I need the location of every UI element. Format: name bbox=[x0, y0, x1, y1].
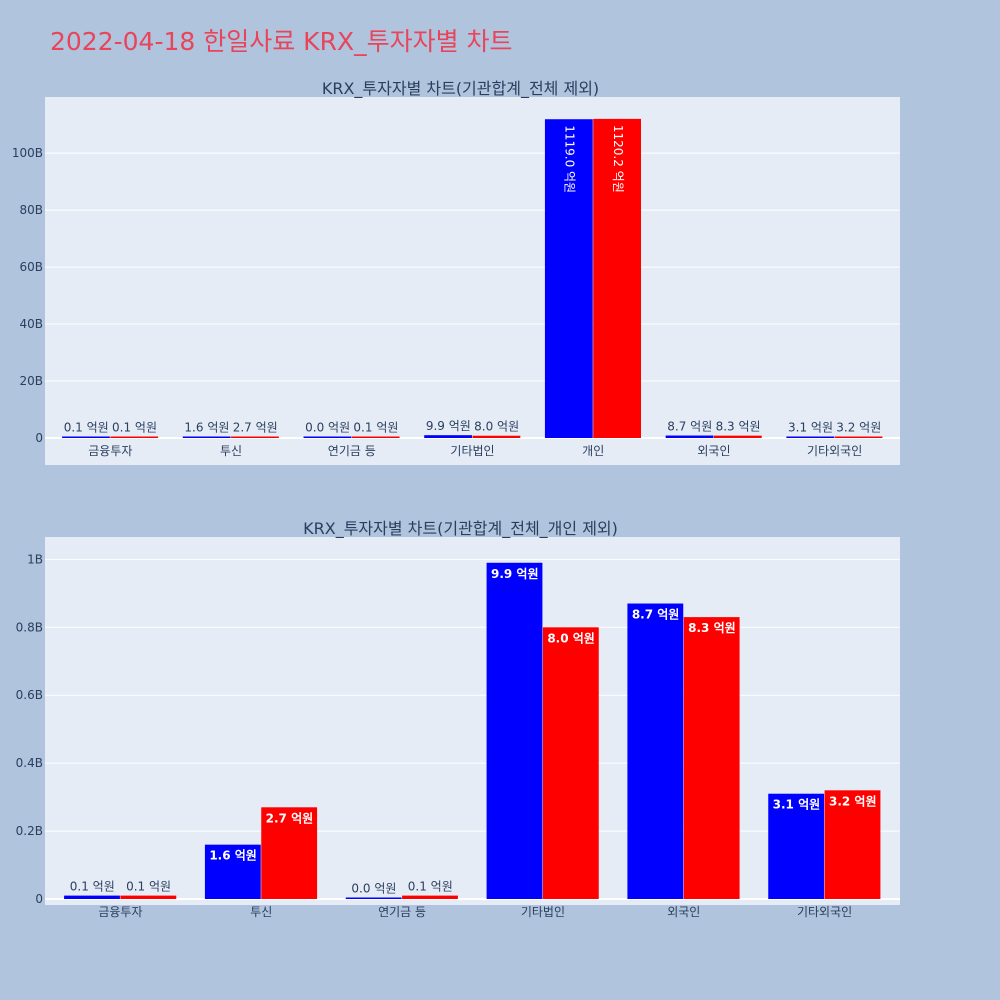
bar bbox=[62, 436, 110, 438]
y-tick-label: 100B bbox=[12, 146, 43, 160]
data-label: 0.1 억원 bbox=[112, 421, 157, 435]
data-label: 3.2 억원 bbox=[836, 421, 881, 435]
data-label: 9.9 억원 bbox=[426, 419, 471, 433]
bar bbox=[261, 807, 318, 899]
x-tick-label: 기타외국인 bbox=[797, 905, 852, 919]
y-tick-label: 20B bbox=[19, 374, 43, 388]
y-tick-label: 0.2B bbox=[16, 824, 43, 838]
bar bbox=[345, 897, 402, 899]
bar bbox=[472, 435, 521, 438]
y-tick-label: 40B bbox=[19, 317, 43, 331]
data-label: 0.1 억원 bbox=[408, 880, 453, 894]
bar bbox=[402, 895, 458, 899]
plot-area bbox=[45, 537, 900, 905]
data-label: 0.1 억원 bbox=[126, 880, 171, 894]
bar bbox=[204, 844, 261, 899]
y-tick-label: 60B bbox=[19, 260, 43, 274]
bar bbox=[120, 895, 177, 899]
data-label: 8.3 억원 bbox=[688, 621, 736, 635]
data-label: 8.0 억원 bbox=[474, 420, 519, 434]
bar bbox=[786, 436, 835, 438]
bar bbox=[351, 436, 400, 438]
bar bbox=[768, 793, 825, 899]
bar bbox=[64, 895, 120, 899]
bar bbox=[593, 118, 641, 438]
data-label: 8.7 억원 bbox=[667, 420, 712, 434]
bar bbox=[544, 119, 593, 439]
x-tick-label: 기타법인 bbox=[521, 905, 565, 919]
chart-investor-all: KRX_투자자별 차트(기관합계_전체 제외) 0 20B 40B 60B 80B 100B… bbox=[12, 79, 900, 465]
data-label: 8.3 억원 bbox=[716, 420, 761, 434]
page-title: 2022-04-18 한일사료 KRX_투자자별 차트 bbox=[50, 27, 513, 56]
y-tick-label: 80B bbox=[19, 203, 43, 217]
y-tick-label: 1B bbox=[27, 552, 43, 566]
x-tick-label: 연기금 등 bbox=[328, 444, 376, 458]
bar bbox=[182, 436, 231, 438]
data-label: 8.0 억원 bbox=[547, 631, 595, 645]
chart-investor-excluding-individual: KRX_투자자별 차트(기관합계_전체_개인 제외) 0 0.2B 0.4B 0.6B 0… bbox=[16, 519, 900, 919]
y-tick-label: 0 bbox=[35, 892, 43, 906]
bar bbox=[424, 435, 472, 438]
bar bbox=[486, 562, 543, 899]
data-label: 3.1 억원 bbox=[788, 421, 833, 435]
y-tick-label: 0 bbox=[35, 431, 43, 445]
data-label: 2.7 억원 bbox=[233, 421, 278, 435]
bar bbox=[665, 435, 714, 438]
bar bbox=[110, 436, 159, 438]
bar bbox=[713, 435, 762, 438]
data-label: 9.9 억원 bbox=[491, 567, 539, 581]
x-tick-label: 기타외국인 bbox=[807, 444, 862, 458]
data-label: 3.1 억원 bbox=[773, 798, 821, 812]
x-tick-label: 투신 bbox=[250, 905, 272, 919]
y-tick-label: 0.8B bbox=[16, 620, 43, 634]
data-label: 1.6 억원 bbox=[209, 849, 257, 863]
y-tick-label: 0.4B bbox=[16, 756, 43, 770]
y-tick-label: 0.6B bbox=[16, 688, 43, 702]
bar bbox=[627, 603, 684, 899]
data-label: 3.2 억원 bbox=[829, 794, 877, 808]
data-label: 0.1 억원 bbox=[64, 421, 109, 435]
plot-area bbox=[45, 97, 900, 465]
chart-title: KRX_투자자별 차트(기관합계_전체_개인 제외) bbox=[303, 519, 618, 539]
x-tick-label: 금융투자 bbox=[88, 444, 132, 458]
data-label: 0.0 억원 bbox=[305, 421, 350, 435]
data-label: 0.1 억원 bbox=[353, 421, 398, 435]
bar bbox=[834, 436, 883, 438]
bar bbox=[303, 436, 352, 438]
bar bbox=[542, 627, 599, 899]
data-label: 8.7 억원 bbox=[632, 608, 680, 622]
data-label: 0.0 억원 bbox=[351, 882, 396, 896]
x-tick-label: 외국인 bbox=[667, 905, 700, 919]
chart-title: KRX_투자자별 차트(기관합계_전체 제외) bbox=[322, 79, 599, 99]
x-tick-label: 개인 bbox=[582, 444, 604, 458]
x-tick-label: 연기금 등 bbox=[378, 905, 426, 919]
data-label: 0.1 억원 bbox=[70, 880, 115, 894]
x-tick-label: 투신 bbox=[220, 444, 242, 458]
x-tick-label: 외국인 bbox=[697, 444, 730, 458]
data-label: 1.6 억원 bbox=[184, 421, 229, 435]
x-tick-label: 기타법인 bbox=[450, 444, 494, 458]
bar bbox=[824, 790, 881, 899]
bar bbox=[231, 436, 279, 438]
x-tick-label: 금융투자 bbox=[98, 905, 142, 919]
data-label: 1120.2 억원 bbox=[611, 125, 625, 193]
bar bbox=[683, 617, 740, 899]
data-label: 1119.0 억원 bbox=[563, 125, 577, 193]
data-label: 2.7 억원 bbox=[266, 811, 314, 825]
